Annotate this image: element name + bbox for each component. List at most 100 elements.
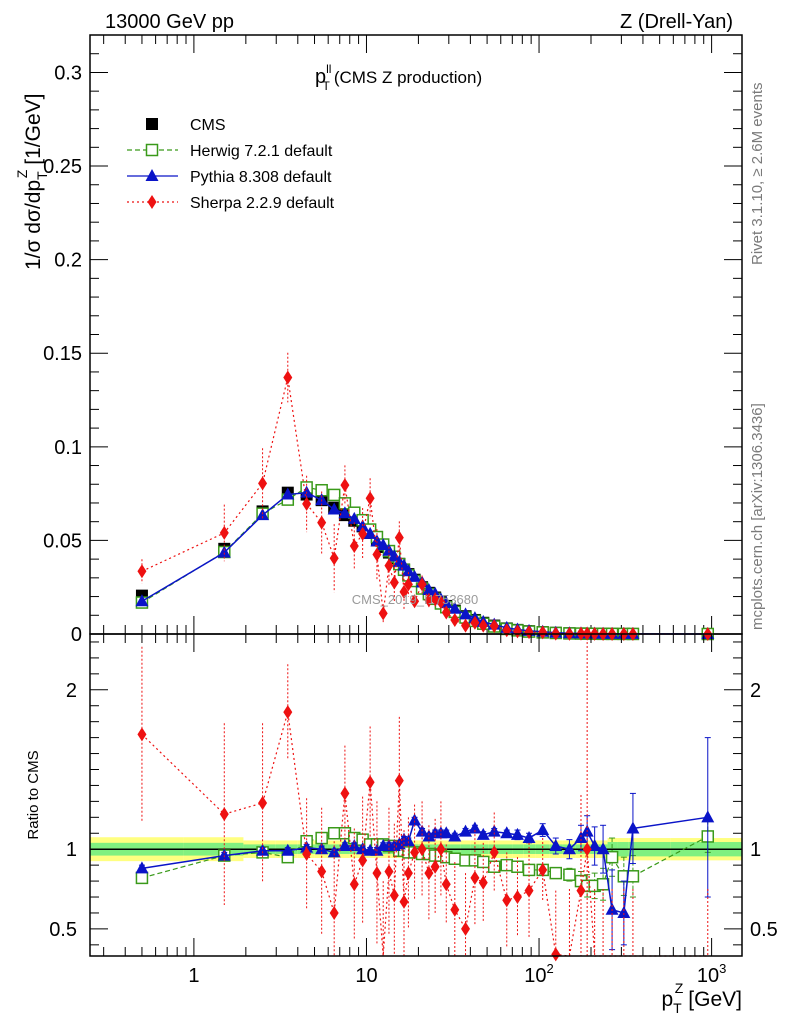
main-title: pll T (CMS Z production) — [315, 62, 482, 93]
ratio-point-pythia — [617, 905, 631, 918]
point-sherpa — [450, 612, 460, 627]
ratio-point-sherpa — [470, 870, 480, 885]
main-ylabel-text: 1/σ dσ/dp — [22, 180, 45, 270]
ratio-point-herwig — [522, 863, 536, 877]
legend-marker-cms — [146, 118, 158, 130]
x-axis-label-unit: [GeV] — [688, 988, 742, 1011]
point-pythia — [408, 569, 422, 582]
point-pythia — [281, 487, 295, 500]
point-pythia — [327, 502, 341, 515]
x-tick-label: 10 — [355, 965, 377, 987]
ratio-point-sherpa — [538, 862, 548, 877]
y-tick-label: 0.2 — [54, 250, 82, 272]
point-sherpa — [424, 593, 434, 608]
point-sherpa — [340, 478, 350, 493]
ratio-point-herwig — [596, 878, 610, 891]
ratio-point-pythia — [135, 861, 149, 874]
point-pythia — [135, 594, 149, 607]
ratio-point-pythia — [401, 834, 415, 847]
ratio-point-pythia — [468, 821, 482, 834]
header-left: 13000 GeV pp — [105, 11, 234, 33]
point-pythia — [422, 583, 436, 596]
ratio-series — [135, 634, 715, 962]
ratio-point-herwig — [327, 827, 341, 840]
x-axis-label-var: p — [661, 988, 673, 1011]
point-sherpa — [365, 491, 375, 506]
point-pythia — [370, 534, 384, 547]
ratio-tick-label: 2 — [750, 680, 761, 702]
ratio-point-pythia — [487, 824, 501, 837]
ratio-point-sherpa — [394, 773, 404, 788]
ratio-point-sherpa — [461, 921, 471, 936]
ratio-point-pythia — [510, 827, 524, 840]
ratio-point-pythia — [574, 831, 588, 844]
ratio-point-pythia — [281, 843, 295, 856]
point-sherpa — [384, 558, 394, 573]
x-tick-label: 103 — [697, 961, 726, 987]
point-pythia — [300, 485, 314, 498]
ratio-point-herwig — [549, 866, 563, 880]
ratio-point-pythia — [701, 810, 715, 823]
ratio-point-pythia — [356, 842, 370, 855]
legend-label: Sherpa 2.2.9 default — [190, 195, 335, 212]
ratio-point-sherpa — [417, 842, 427, 857]
ratio-point-herwig — [476, 855, 490, 869]
point-sherpa — [389, 575, 399, 590]
legend-label: Herwig 7.2.1 default — [190, 143, 333, 160]
header-right: Z (Drell-Yan) — [620, 11, 733, 33]
point-sherpa — [137, 564, 147, 579]
point-herwig — [327, 488, 341, 502]
y-tick-label: 0 — [71, 624, 82, 646]
ratio-tick-label: 1 — [750, 839, 761, 861]
point-pythia — [448, 601, 462, 614]
main-panel-frame — [89, 34, 743, 635]
series-line-pythia — [141, 491, 708, 635]
x-axis-label: pTZ [GeV] — [661, 980, 742, 1016]
ratio-point-sherpa — [478, 875, 488, 890]
point-sherpa — [394, 530, 404, 545]
point-sherpa — [283, 370, 293, 385]
point-sherpa — [436, 595, 446, 610]
legend-item-pythia: Pythia 8.308 default — [127, 169, 332, 186]
ratio-point-sherpa — [424, 866, 434, 881]
ratio-point-sherpa — [512, 890, 522, 905]
legend-label: CMS — [190, 117, 226, 134]
point-pythia — [382, 543, 396, 556]
ratio-tick-label: 2 — [66, 680, 77, 702]
point-pythia — [338, 506, 352, 519]
point-sherpa — [538, 625, 548, 640]
ratio-point-herwig — [605, 850, 619, 864]
ratio-point-sherpa — [137, 727, 147, 742]
x-tick-labels: 1 10 102 103 — [188, 961, 726, 987]
ratio-panel: 0.5 0.5 1 1 2 2 — [49, 633, 778, 962]
ratio-series-pythia — [135, 737, 715, 951]
main-title-sup: ll — [326, 62, 331, 76]
point-sherpa — [417, 577, 427, 592]
ratio-point-herwig — [315, 831, 328, 845]
point-pythia — [217, 545, 231, 558]
ratio-point-pythia — [327, 845, 341, 858]
y-tick-label: 0.05 — [43, 530, 82, 552]
ratio-point-sherpa — [524, 883, 534, 898]
side-rivet: Rivet 3.1.10, ≥ 2.6M events — [749, 83, 766, 266]
ratio-point-sherpa — [430, 859, 440, 874]
point-sherpa — [329, 551, 339, 566]
ratio-point-sherpa — [410, 845, 420, 860]
ratio-point-pythia — [605, 902, 619, 915]
ratio-point-sherpa — [365, 775, 375, 790]
ratio-point-pythia — [626, 821, 640, 834]
legend-marker-herwig — [145, 143, 159, 157]
ratio-series-sherpa — [137, 634, 709, 962]
legend-item-cms: CMS — [146, 117, 226, 134]
point-pythia — [401, 564, 415, 577]
point-sherpa — [349, 539, 359, 554]
ratio-point-pythia — [439, 826, 453, 839]
point-sherpa — [441, 605, 451, 620]
ratio-tick-label: 0.5 — [750, 919, 778, 941]
main-title-var: p — [315, 66, 326, 88]
ratio-point-sherpa — [317, 864, 327, 879]
ratio-point-sherpa — [450, 902, 460, 917]
point-sherpa — [302, 496, 312, 511]
point-sherpa — [317, 515, 327, 530]
main-ylabel-sup: Z — [14, 169, 30, 178]
